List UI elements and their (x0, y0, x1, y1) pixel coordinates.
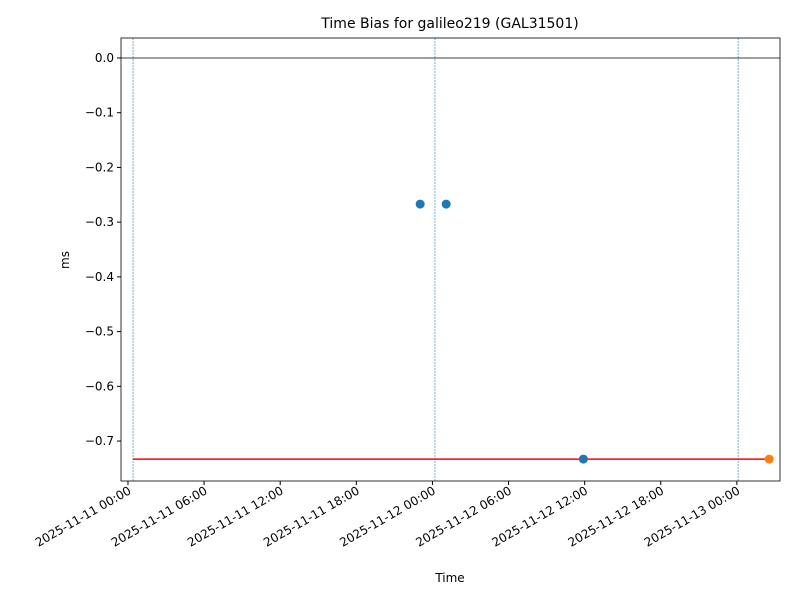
point (578, 454, 588, 464)
y-tick-label: −0.6 (85, 379, 114, 393)
y-tick-label: −0.4 (85, 270, 114, 284)
point (441, 199, 451, 209)
x-axis-label: Time (434, 571, 464, 585)
plot-frame (120, 37, 781, 482)
y-tick-label: −0.7 (85, 434, 114, 448)
y-tick-label: −0.1 (85, 106, 114, 120)
y-tick-label: −0.3 (85, 215, 114, 229)
chart-title: Time Bias for galileo219 (GAL31501) (320, 16, 578, 32)
point (764, 454, 774, 464)
y-tick-label: −0.5 (85, 325, 114, 339)
y-tick-label: −0.2 (85, 160, 114, 174)
point (415, 199, 425, 209)
y-axis-label: ms (58, 251, 72, 269)
y-tick-label: 0.0 (95, 51, 114, 65)
